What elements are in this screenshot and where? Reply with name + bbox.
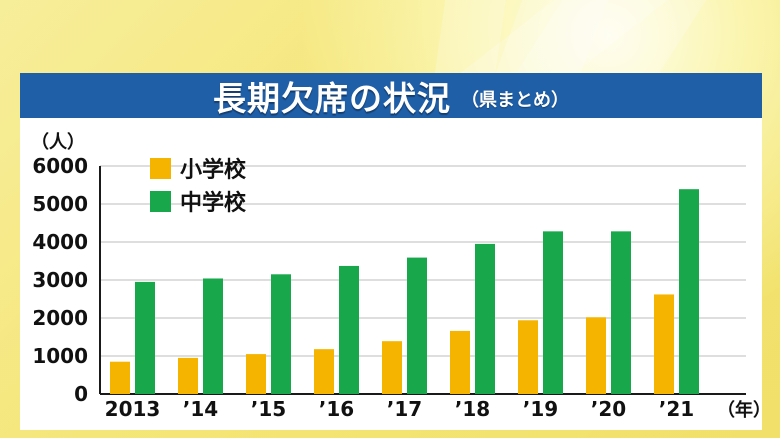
x-tick-label: ’16 bbox=[319, 397, 354, 421]
junior-high-bar bbox=[135, 281, 155, 394]
title-bar: 長期欠席の状況 （県まとめ） bbox=[20, 73, 762, 118]
x-axis-unit: （年） bbox=[717, 399, 771, 421]
legend-swatch-elementary bbox=[150, 158, 171, 179]
x-tick-label: ’19 bbox=[523, 397, 558, 421]
y-tick-label: 2000 bbox=[32, 306, 88, 330]
y-tick-label: 5000 bbox=[32, 192, 88, 216]
y-axis-unit: （人） bbox=[31, 132, 85, 153]
y-tick-label: 3000 bbox=[32, 268, 88, 292]
legend-label-elementary: 小学校 bbox=[180, 157, 247, 183]
legend-label-junior-high: 中学校 bbox=[180, 190, 247, 216]
x-tick-label: ’17 bbox=[387, 397, 422, 421]
junior-high-bar bbox=[271, 274, 291, 394]
y-tick-label: 4000 bbox=[32, 230, 88, 254]
elementary-school-bar bbox=[382, 341, 402, 394]
elementary-school-bar bbox=[586, 317, 606, 394]
junior-high-bar bbox=[679, 189, 699, 394]
x-tick-label: ’15 bbox=[251, 397, 286, 421]
junior-high-bar bbox=[407, 257, 427, 394]
x-tick-label: 2013 bbox=[105, 397, 161, 421]
junior-high-bar bbox=[339, 265, 359, 394]
elementary-school-bar bbox=[654, 294, 674, 394]
x-tick-label: ’14 bbox=[183, 397, 218, 421]
elementary-school-bar bbox=[314, 349, 334, 394]
y-tick-label: 0 bbox=[74, 382, 88, 406]
elementary-school-bar bbox=[246, 354, 266, 394]
junior-high-bar bbox=[611, 231, 631, 394]
elementary-school-bar bbox=[110, 361, 130, 394]
elementary-school-bar bbox=[450, 330, 470, 394]
chart-title: 長期欠席の状況 bbox=[213, 78, 451, 118]
junior-high-bar bbox=[543, 231, 563, 394]
junior-high-bar bbox=[203, 278, 223, 394]
elementary-school-bar bbox=[178, 357, 198, 394]
chart-subtitle: （県まとめ） bbox=[461, 89, 569, 111]
legend-swatch-junior-high bbox=[150, 191, 171, 212]
junior-high-bar bbox=[475, 243, 495, 394]
title-wrap: 長期欠席の状況 （県まとめ） bbox=[20, 73, 762, 118]
elementary-school-bar bbox=[518, 320, 538, 394]
y-tick-label: 1000 bbox=[32, 344, 88, 368]
y-tick-label: 6000 bbox=[32, 154, 88, 178]
x-tick-label: ’18 bbox=[455, 397, 490, 421]
x-tick-label: ’20 bbox=[591, 397, 626, 421]
x-tick-label: ’21 bbox=[659, 397, 694, 421]
